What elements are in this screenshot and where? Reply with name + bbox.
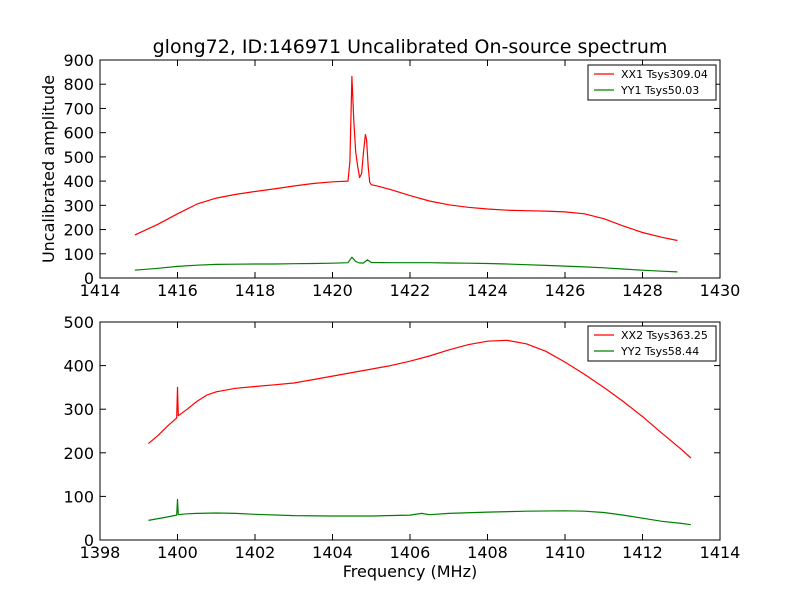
bottom-panel: Frequency (MHz) 1398 1400 1402 1404 1406 1408… <box>63 313 740 581</box>
bottom-y-tick-label: 400 <box>63 357 94 376</box>
bottom-x-tick-label: 1404 <box>312 543 353 562</box>
bottom-legend-label-xx2: XX2 Tsys363.25 <box>621 329 708 342</box>
top-series-layer <box>134 75 678 273</box>
top-y-tick-label: 500 <box>63 148 94 167</box>
top-chart-title: glong72, ID:146971 Uncalibrated On-sourc… <box>153 36 668 58</box>
top-y-tick-label: 800 <box>63 75 94 94</box>
top-y-axis-label: Uncalibrated amplitude <box>39 75 58 263</box>
top-legend: XX1 Tsys309.04 YY1 Tsys50.03 <box>587 64 717 101</box>
top-y-tick-label: 900 <box>63 51 94 70</box>
bottom-legend-label-yy2: YY2 Tsys58.44 <box>620 345 699 358</box>
top-y-tick-label: 600 <box>63 124 94 143</box>
top-legend-label-xx1: XX1 Tsys309.04 <box>621 68 708 81</box>
top-x-tick-label: 1418 <box>235 281 276 300</box>
top-x-tick-label: 1424 <box>467 281 508 300</box>
bottom-x-tick-label: 1412 <box>622 543 663 562</box>
bottom-series-line-yy2 <box>148 498 691 526</box>
top-x-tick-label: 1416 <box>157 281 198 300</box>
bottom-x-tick-label: 1408 <box>467 543 508 562</box>
bottom-axis-ticks: 1398 1400 1402 1404 1406 1408 1410 1412 1414 0 100… <box>63 313 740 562</box>
bottom-x-tick-label: 1400 <box>157 543 198 562</box>
bottom-x-tick-label: 1410 <box>545 543 586 562</box>
top-axis-ticks: 1414 1416 1418 1420 1422 1424 1426 1428 1430 0 100… <box>63 51 740 300</box>
bottom-series-line-xx2 <box>148 339 692 459</box>
top-x-tick-label: 1428 <box>622 281 663 300</box>
bottom-x-tick-label: 1402 <box>235 543 276 562</box>
top-legend-box <box>587 64 717 101</box>
bottom-x-axis-label: Frequency (MHz) <box>343 562 477 581</box>
top-legend-label-yy1: YY1 Tsys50.03 <box>620 84 699 97</box>
bottom-legend: XX2 Tsys363.25 YY2 Tsys58.44 <box>587 325 717 362</box>
bottom-plot-frame <box>99 321 721 541</box>
bottom-y-tick-label: 200 <box>63 444 94 463</box>
top-y-tick-label: 200 <box>63 221 94 240</box>
top-x-tick-label: 1420 <box>312 281 353 300</box>
top-series-line-xx1 <box>134 75 678 242</box>
top-y-tick-label: 300 <box>63 196 94 215</box>
top-y-tick-label: 400 <box>63 172 94 191</box>
bottom-y-tick-label: 100 <box>63 487 94 506</box>
top-panel: glong72, ID:146971 Uncalibrated On-sourc… <box>39 36 740 300</box>
top-y-tick-label: 0 <box>84 269 94 288</box>
top-x-tick-label: 1430 <box>700 281 741 300</box>
bottom-y-tick-label: 0 <box>84 531 94 550</box>
top-x-tick-label: 1422 <box>390 281 431 300</box>
top-y-tick-label: 700 <box>63 99 94 118</box>
top-x-tick-label: 1414 <box>80 281 121 300</box>
bottom-x-tick-label: 1414 <box>700 543 741 562</box>
top-x-tick-label: 1426 <box>545 281 586 300</box>
bottom-series-layer <box>148 339 692 526</box>
top-series-line-yy1 <box>134 256 678 273</box>
bottom-x-tick-label: 1406 <box>390 543 431 562</box>
bottom-y-tick-label: 500 <box>63 313 94 332</box>
bottom-x-tick-label: 1398 <box>80 543 121 562</box>
top-plot-frame <box>99 59 721 279</box>
bottom-y-tick-label: 300 <box>63 400 94 419</box>
bottom-legend-box <box>587 325 717 362</box>
top-y-tick-label: 100 <box>63 245 94 264</box>
